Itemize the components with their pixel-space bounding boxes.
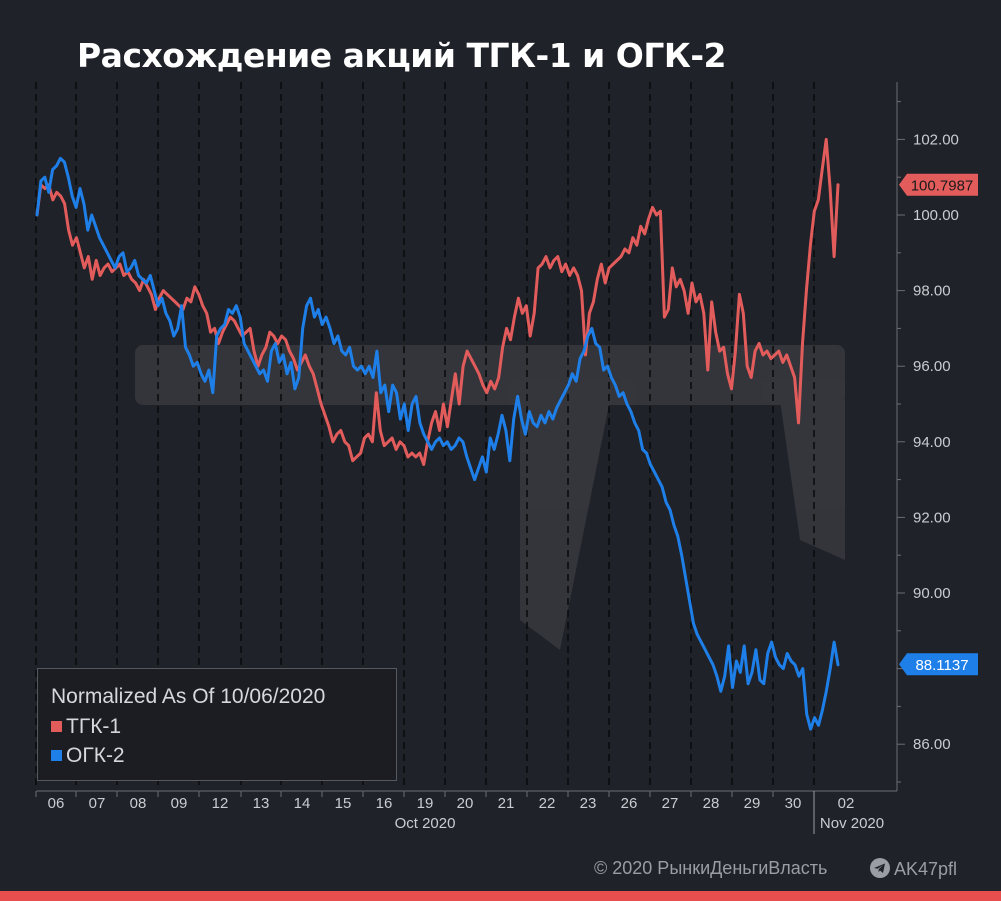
y-tick-label-8: 86.00 [913, 736, 951, 753]
legend-item-ogk2: ОГК-2 [51, 744, 125, 768]
x-month-label-0: Oct 2020 [395, 815, 456, 832]
x-tick-label-14: 26 [621, 795, 638, 812]
series-line-tgk1 [35, 137, 840, 466]
x-tick-label-10: 20 [457, 795, 474, 812]
y-tick-label-1: 100.00 [913, 207, 959, 224]
x-tick-label-18: 30 [785, 795, 802, 812]
badge-value: 88.1137 [915, 657, 968, 674]
x-tick-label-11: 21 [498, 795, 515, 812]
x-tick-label-4: 12 [212, 795, 229, 812]
y-tick-label-0: 102.00 [913, 131, 959, 148]
x-tick-label-17: 29 [744, 795, 761, 812]
x-tick-label-15: 27 [662, 795, 679, 812]
x-tick-label-7: 15 [335, 795, 352, 812]
x-tick-label-19: 02 [838, 795, 855, 812]
y-tick-label-4: 94.00 [913, 434, 951, 451]
x-tick-label-2: 08 [130, 795, 147, 812]
legend-title: Normalized As Of 10/06/2020 [51, 685, 326, 708]
legend: Normalized As Of 10/06/2020 ТГК-1 ОГК-2 [37, 668, 397, 781]
y-tick-label-3: 96.00 [913, 358, 951, 375]
legend-swatch-ogk2 [51, 750, 62, 761]
y-tick-label-6: 90.00 [913, 585, 951, 602]
x-tick-label-9: 19 [417, 795, 434, 812]
legend-label-tgk1: ТГК-1 [66, 715, 122, 738]
x-month-label-1: Nov 2020 [820, 815, 884, 832]
y-tick-label-5: 92.00 [913, 509, 951, 526]
legend-label-ogk2: ОГК-2 [66, 744, 125, 767]
x-tick-label-16: 28 [703, 795, 720, 812]
badge-shape [899, 653, 978, 676]
x-tick-label-1: 07 [89, 795, 106, 812]
badge-value: 100.7987 [911, 177, 974, 194]
x-tick-label-8: 16 [376, 795, 393, 812]
x-tick-label-6: 14 [294, 795, 311, 812]
copyright-text: © 2020 РынкиДеньгиВласть [594, 858, 828, 878]
y-tick-label-2: 98.00 [913, 283, 951, 300]
legend-item-tgk1: ТГК-1 [51, 715, 121, 739]
x-tick-label-5: 13 [253, 795, 270, 812]
x-tick-label-0: 06 [48, 795, 65, 812]
chart-title: Расхождение акций ТГК-1 и ОГК-2 [77, 36, 726, 75]
x-tick-label-13: 23 [580, 795, 597, 812]
telegram-channel[interactable]: AK47pfl [870, 858, 957, 880]
x-tick-label-12: 22 [539, 795, 556, 812]
x-tick-label-3: 09 [171, 795, 188, 812]
telegram-icon [870, 858, 890, 878]
ak47-watermark-logo [135, 345, 845, 650]
telegram-channel-name: AK47pfl [894, 859, 958, 879]
last-value-badge-ogk2: 88.1137 [899, 653, 978, 676]
legend-swatch-tgk1 [51, 721, 62, 732]
last-value-badge-tgk1: 100.7987 [899, 173, 978, 196]
bottom-accent-bar [0, 891, 1001, 901]
badge-shape [899, 173, 978, 196]
series-line-ogk2 [35, 156, 840, 731]
